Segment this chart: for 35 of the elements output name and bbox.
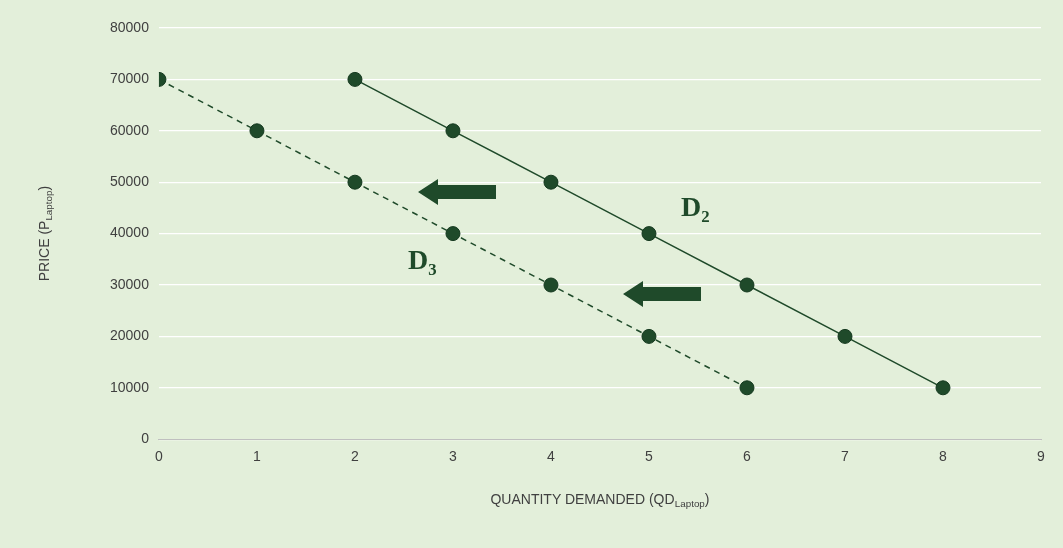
- x-tick-label: 7: [841, 448, 850, 465]
- x-tick-label: 0: [155, 448, 164, 465]
- point: [445, 123, 461, 139]
- y-tick-label: 50000: [109, 173, 150, 190]
- y-tick-label: 40000: [109, 224, 150, 241]
- point: [837, 328, 853, 344]
- point: [641, 226, 657, 242]
- y-axis-title: PRICE (PLaptop): [35, 185, 54, 282]
- y-tick-label: 70000: [109, 70, 150, 87]
- point: [935, 380, 951, 396]
- series-label: D₃: [407, 243, 437, 275]
- series-label: D₂: [680, 190, 710, 222]
- y-tick-label: 0: [141, 430, 150, 447]
- point: [347, 71, 363, 87]
- x-tick-label: 3: [449, 448, 458, 465]
- x-tick-label: 9: [1037, 448, 1046, 465]
- x-tick-label: 8: [939, 448, 948, 465]
- x-tick-label: 5: [645, 448, 654, 465]
- point: [641, 328, 657, 344]
- point: [739, 277, 755, 293]
- point: [445, 226, 461, 242]
- y-tick-label: 60000: [109, 121, 150, 138]
- x-tick-label: 1: [253, 448, 262, 465]
- point: [249, 123, 265, 139]
- point: [543, 174, 559, 190]
- x-tick-label: 4: [547, 448, 556, 465]
- y-tick-label: 10000: [109, 378, 150, 395]
- point: [543, 277, 559, 293]
- y-tick-label: 20000: [109, 327, 150, 344]
- y-tick-label: 30000: [109, 275, 150, 292]
- y-tick-label: 80000: [109, 18, 150, 35]
- point: [347, 174, 363, 190]
- x-tick-label: 2: [351, 448, 360, 465]
- x-tick-label: 6: [743, 448, 752, 465]
- point: [739, 380, 755, 396]
